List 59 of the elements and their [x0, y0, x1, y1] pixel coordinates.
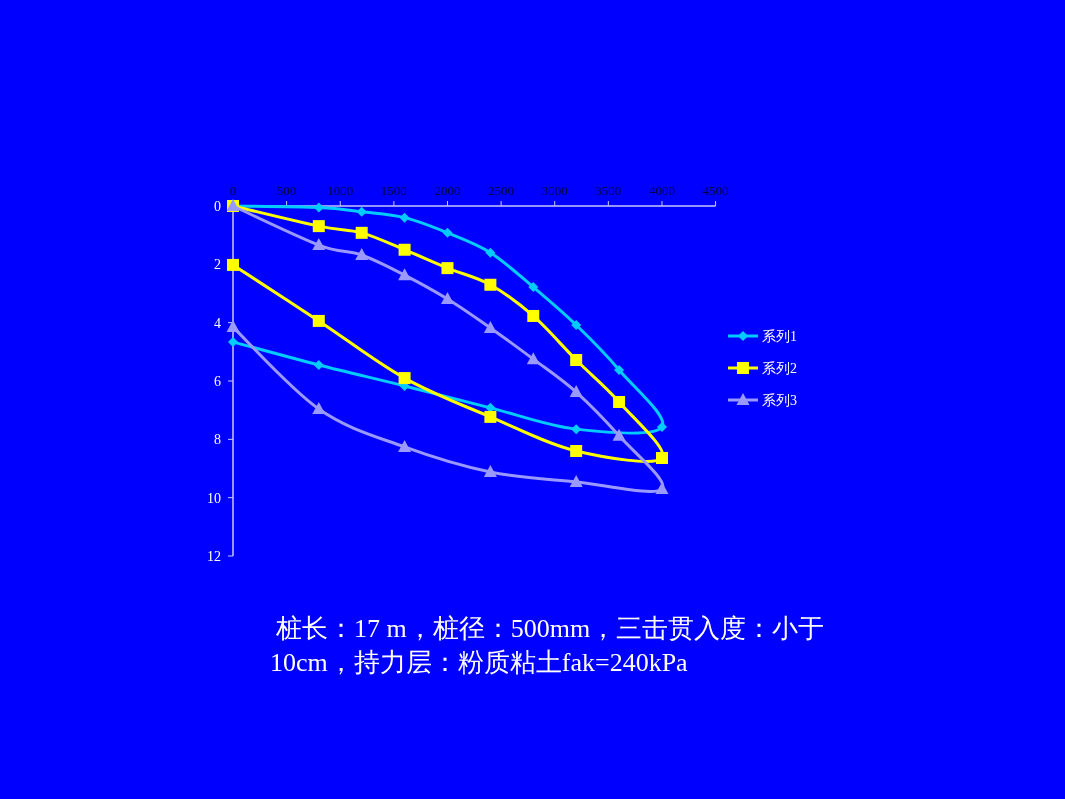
point [614, 364, 625, 375]
point [569, 385, 583, 398]
point [441, 262, 454, 275]
x-tick-label: 1500 [380, 183, 407, 198]
point [312, 314, 325, 327]
point [571, 424, 582, 435]
point [485, 247, 496, 258]
point [398, 372, 411, 385]
point [484, 278, 497, 291]
point [655, 452, 668, 464]
point [571, 320, 582, 330]
y-tick-label: 6 [214, 374, 221, 389]
text: 桩长：17 m，桩径：500mm，三击贯入度：小于10cm，持力层：粉质粘土fak=240kPa [270, 613, 826, 679]
point [399, 212, 410, 223]
point [483, 320, 497, 333]
point [527, 309, 540, 322]
point [613, 396, 626, 408]
x-tick-label: 0 [229, 183, 237, 198]
y-tick-label: 0 [214, 199, 221, 214]
point [398, 243, 411, 256]
x-tick-label: 2000 [434, 183, 461, 198]
point [312, 402, 326, 414]
point [570, 445, 583, 457]
point [570, 354, 583, 366]
point [312, 238, 326, 251]
point [528, 282, 539, 293]
point [398, 268, 412, 281]
x-tick-label: 3000 [541, 183, 568, 198]
point [484, 410, 497, 423]
point [355, 248, 369, 260]
y-tick-label: 4 [214, 315, 221, 331]
point [355, 226, 368, 239]
x-tick-label: 500 [276, 183, 297, 198]
x-tick-label: 4500 [702, 183, 729, 198]
y-tick-label: 12 [207, 549, 221, 564]
point [312, 220, 325, 233]
y-tick-label: 8 [214, 432, 221, 448]
point [656, 422, 667, 433]
point [313, 359, 324, 370]
point [440, 292, 454, 305]
point [228, 336, 238, 347]
legend-label: 系列1 [762, 329, 797, 344]
point [442, 227, 453, 238]
point [226, 320, 240, 333]
point [227, 258, 239, 271]
y-tick-label: 2 [214, 257, 221, 273]
x-tick-label: 2500 [488, 183, 515, 198]
point [483, 465, 497, 477]
point [569, 474, 583, 487]
x-tick-label: 3500 [595, 183, 622, 198]
legend-label: 系列2 [762, 361, 797, 376]
y-tick-label: 10 [207, 490, 221, 506]
x-tick-label: 4000 [648, 183, 675, 198]
x-tick-label: 1000 [327, 183, 354, 198]
point [612, 428, 626, 441]
point [526, 352, 540, 365]
point [398, 439, 412, 452]
point [356, 206, 367, 217]
legend-label: 系列3 [762, 393, 797, 408]
